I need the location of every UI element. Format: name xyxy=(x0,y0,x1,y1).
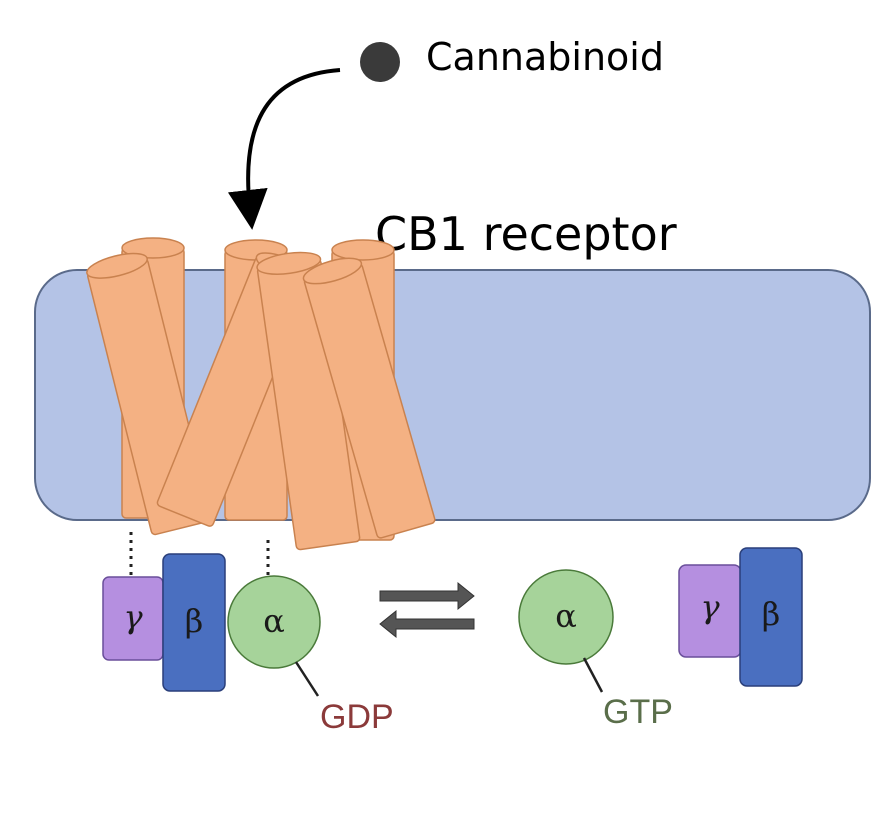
gdp-connector xyxy=(294,661,320,697)
binding-arrow xyxy=(227,68,341,230)
beta-label-free: β xyxy=(762,595,781,633)
cb1-receptor xyxy=(86,237,436,551)
receptor-label: CB1 receptor xyxy=(375,207,677,261)
cannabinoid-dot xyxy=(360,42,400,82)
g-protein-bound: γ β α GDP xyxy=(102,553,394,736)
beta-subunit-bound xyxy=(162,553,226,692)
gtp-connector xyxy=(582,657,604,693)
helix-6 xyxy=(256,251,361,551)
gtp-label: GTP xyxy=(603,693,673,731)
forward-arrow xyxy=(379,581,475,611)
g-betagamma-free: γ β xyxy=(678,547,803,687)
cannabinoid-label: Cannabinoid xyxy=(426,35,664,79)
equilibrium-arrows xyxy=(379,581,475,639)
beta-subunit-free xyxy=(739,547,803,687)
alpha-label-bound: α xyxy=(263,602,285,640)
helix-7 xyxy=(302,257,436,539)
beta-label-bound: β xyxy=(185,602,204,640)
alpha-label-free: α xyxy=(555,597,577,635)
alpha-subunit-free xyxy=(518,569,614,665)
gamma-label-free: γ xyxy=(700,588,720,626)
gamma-label-bound: γ xyxy=(123,598,143,636)
gdp-label: GDP xyxy=(320,698,394,736)
alpha-subunit-bound xyxy=(227,575,321,669)
reverse-arrow xyxy=(379,609,475,639)
g-alpha-free: α GTP xyxy=(518,569,673,731)
